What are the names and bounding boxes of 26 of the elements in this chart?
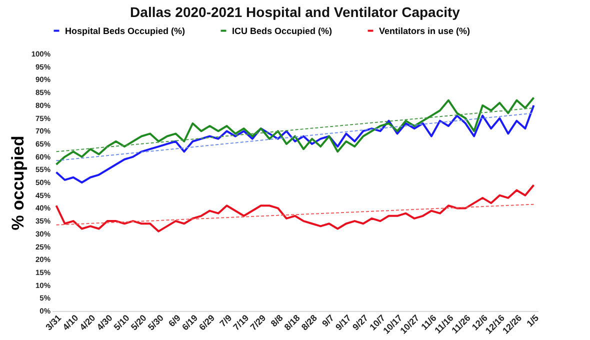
x-tick-label: 1/5 (524, 312, 541, 329)
x-tick-label: 7/9 (218, 312, 234, 329)
y-axis-title: % occupied (8, 136, 28, 230)
x-tick-label: 6/9 (166, 312, 182, 329)
line-series (55, 104, 535, 184)
x-tick-label: 4/10 (60, 312, 80, 332)
line-series (55, 184, 535, 232)
x-tick-label: 6/19 (180, 312, 200, 332)
x-tick-label: 8/28 (299, 312, 319, 332)
line-series (55, 96, 535, 166)
legend-label: ICU Beds Occupied (%) (232, 26, 332, 36)
x-tick-label: 8/8 (268, 312, 285, 329)
x-tick-label: 5/30 (146, 312, 166, 332)
legend-label: Ventilators in use (%) (379, 26, 470, 36)
x-tick-label: 3/31 (44, 312, 64, 332)
x-tick-label: 5/10 (112, 312, 132, 332)
x-tick-label: 4/30 (94, 312, 114, 332)
x-tick-label: 4/20 (78, 312, 98, 332)
x-tick-label: 8/18 (282, 312, 302, 332)
x-tick-label: 5/20 (128, 312, 148, 332)
x-tick-label: 6/29 (197, 312, 217, 332)
chart-title: Dallas 2020-2021 Hospital and Ventilator Capacity (130, 4, 460, 20)
x-tick-label: 7/19 (231, 312, 251, 332)
legend-label: Hospital Beds Occupied (%) (65, 26, 186, 36)
x-tick-label: 7/29 (248, 312, 268, 332)
x-tick-label: 9/7 (320, 312, 336, 329)
